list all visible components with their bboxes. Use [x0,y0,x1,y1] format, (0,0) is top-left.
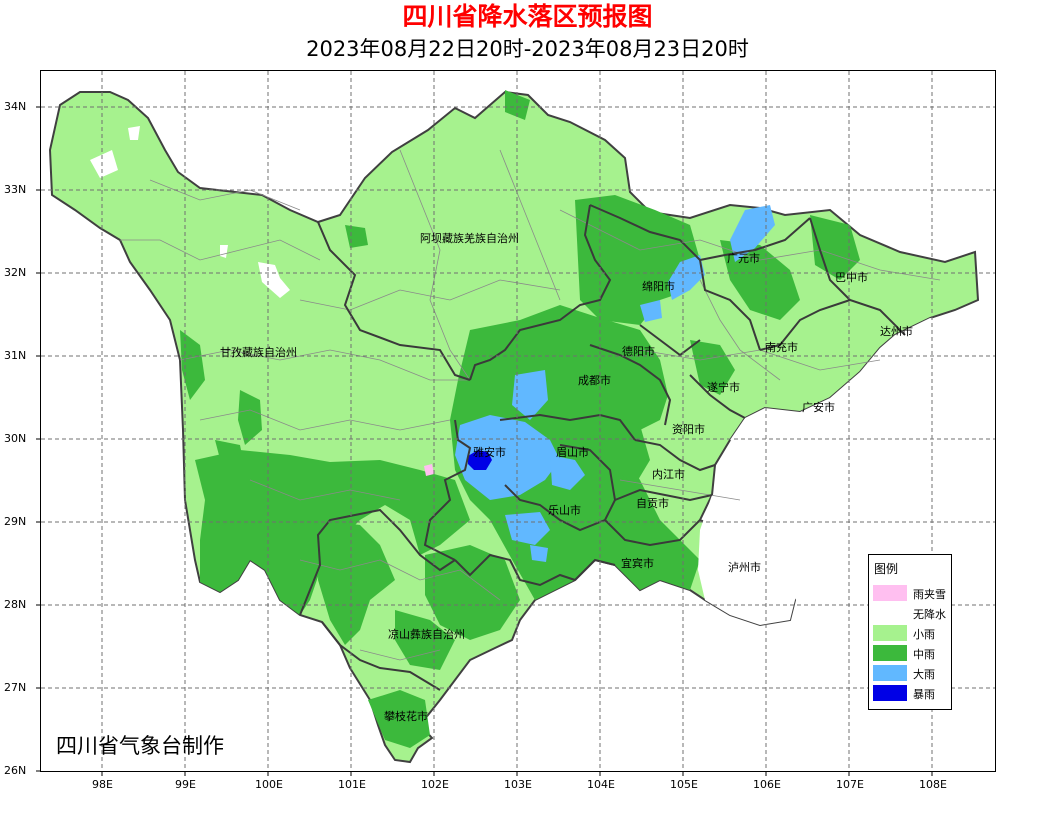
credit-text: 四川省气象台制作 [56,734,224,758]
legend-swatch [873,645,907,661]
legend-label: 大雨 [913,668,935,681]
no-precipitation-areas [90,126,945,625]
label-neijiang: 内江市 [652,467,685,481]
legend-item-torrential-rain: 暴雨 [873,685,949,701]
legend-label: 小雨 [913,628,935,641]
label-yibin: 宜宾市 [621,556,654,570]
lon-label-103e: 103E [504,778,532,791]
lon-label-100e: 100E [255,778,283,791]
label-dazhou: 达州市 [880,324,913,338]
lon-label-108e: 108E [919,778,947,791]
label-ganzi: 甘孜藏族自治州 [220,345,297,359]
label-leshan: 乐山市 [548,503,581,517]
lat-label-33n: 33N [4,183,27,196]
lon-label-107e: 107E [836,778,864,791]
lon-label-98e: 98E [92,778,113,791]
legend-label: 无降水 [913,608,946,621]
legend-item-heavy-rain: 大雨 [873,665,949,681]
label-panzhihua: 攀枝花市 [384,709,428,723]
lat-label-26n: 26N [4,764,27,777]
label-zigong: 自贡市 [636,496,669,510]
lon-label-106e: 106E [753,778,781,791]
legend-swatch [873,625,907,641]
label-luzhou: 泸州市 [728,560,761,574]
legend-item-sleet: 雨夹雪 [873,585,949,601]
legend-label: 中雨 [913,648,935,661]
heavy-rain-areas [455,205,775,562]
label-deyang: 德阳市 [622,344,655,358]
label-guangyuan: 广元市 [727,251,760,265]
lon-label-105e: 105E [670,778,698,791]
lat-label-27n: 27N [4,681,27,694]
label-nanchong: 南充市 [765,340,798,354]
lat-label-34n: 34N [4,100,27,113]
lon-label-104e: 104E [587,778,615,791]
sleet-area [424,464,434,476]
legend-item-no-precip: 无降水 [873,605,949,621]
legend-item-light-rain: 小雨 [873,625,949,641]
map-frame [40,70,996,772]
axis-ticks [36,106,933,776]
label-ziyang: 资阳市 [672,422,705,436]
lat-label-29n: 29N [4,515,27,528]
map-title: 四川省降水落区预报图 [402,2,653,31]
torrential-rain-area [468,450,492,470]
legend-item-moderate-rain: 中雨 [873,645,949,661]
lat-label-32n: 32N [4,266,27,279]
lat-label-30n: 30N [4,432,27,445]
lon-label-99e: 99E [175,778,196,791]
label-aba: 阿坝藏族羌族自治州 [420,231,519,245]
lat-label-31n: 31N [4,349,27,362]
label-suining: 遂宁市 [707,380,740,394]
lat-label-28n: 28N [4,598,27,611]
legend-label: 雨夹雪 [913,588,946,601]
legend-swatch [873,605,907,621]
prefecture-boundaries [299,204,906,691]
legend-swatch [873,585,907,601]
legend: 图例 雨夹雪 无降水 小雨 中雨 大雨 暴雨 [868,554,952,710]
label-yaan: 雅安市 [473,445,506,459]
lon-label-102e: 102E [421,778,449,791]
label-mianyang: 绵阳市 [642,279,675,293]
graticule [41,71,995,771]
forecast-period: 2023年08月22日20时-2023年08月23日20时 [306,37,749,61]
legend-swatch [873,665,907,681]
label-guangan: 广安市 [802,400,835,414]
legend-label: 暴雨 [913,688,935,701]
lon-label-101e: 101E [338,778,366,791]
label-liangshan: 凉山彝族自治州 [388,627,465,641]
label-meishan: 眉山市 [556,445,589,459]
legend-swatch [873,685,907,701]
legend-title: 图例 [874,562,899,576]
place-labels: 阿坝藏族羌族自治州 甘孜藏族自治州 凉山彝族自治州 攀枝花市 广元市 巴中市 绵… [220,231,913,723]
label-chengdu: 成都市 [578,373,611,387]
county-boundaries [120,149,941,661]
label-bazhong: 巴中市 [835,270,868,284]
